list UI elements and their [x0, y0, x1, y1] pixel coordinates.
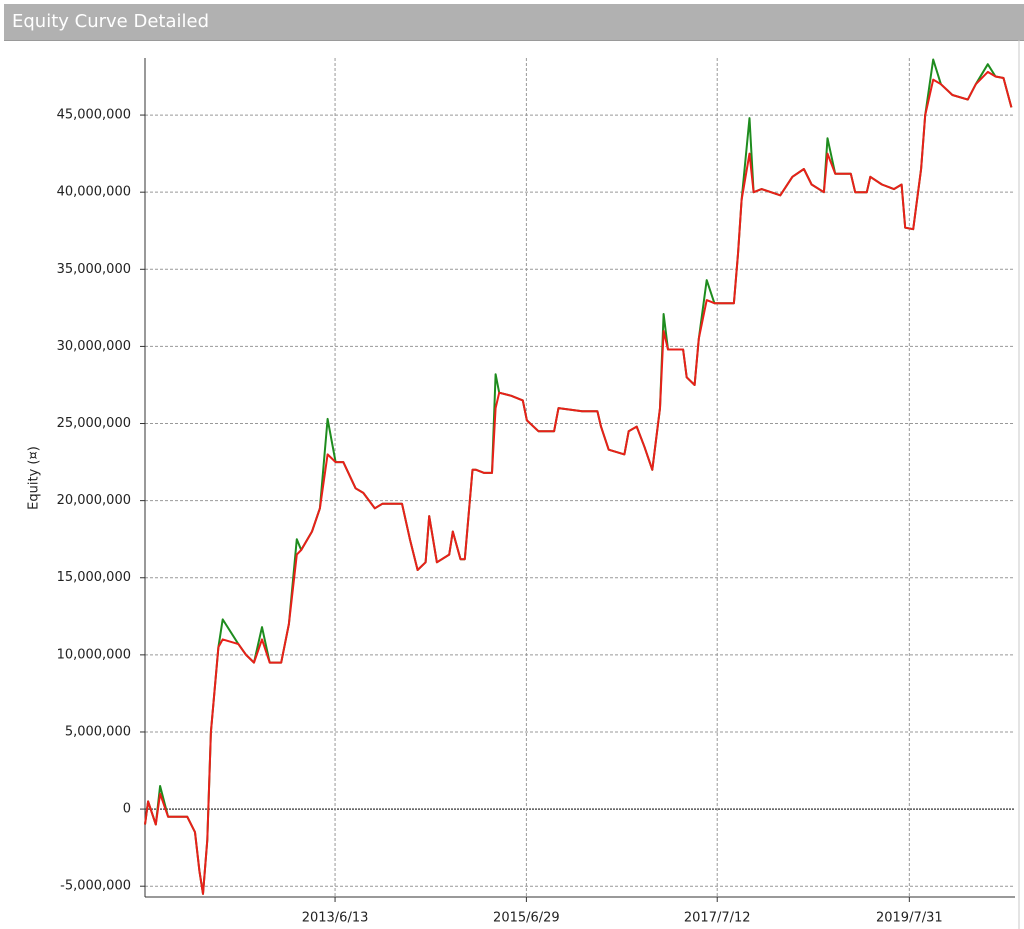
- y-tick-label: 35,000,000: [57, 262, 131, 277]
- equity-line: [144, 70, 1013, 895]
- y-tick-label: -5,000,000: [60, 879, 131, 894]
- chart-title: Equity Curve Detailed: [12, 11, 209, 32]
- x-tick-label: 2015/6/29: [493, 911, 560, 926]
- y-tick-label: 5,000,000: [65, 724, 131, 739]
- y-tick-label: 0: [123, 802, 131, 817]
- x-tick-label: 2013/6/13: [302, 911, 369, 926]
- y-tick-label: 30,000,000: [57, 339, 131, 354]
- y-tick-label: 45,000,000: [57, 108, 131, 123]
- y-tick-label: 15,000,000: [57, 570, 131, 585]
- header-bar: Equity Curve Detailed: [4, 4, 1024, 41]
- x-tick-label: 2017/7/12: [684, 911, 751, 926]
- y-tick-label: 10,000,000: [57, 647, 131, 662]
- y-tick-label: 20,000,000: [57, 493, 131, 508]
- x-tick-label: 2019/7/31: [876, 911, 943, 926]
- y-tick-label: 40,000,000: [57, 185, 131, 200]
- y-axis-label: Equity (¤): [27, 446, 42, 510]
- y-tick-label: 25,000,000: [57, 416, 131, 431]
